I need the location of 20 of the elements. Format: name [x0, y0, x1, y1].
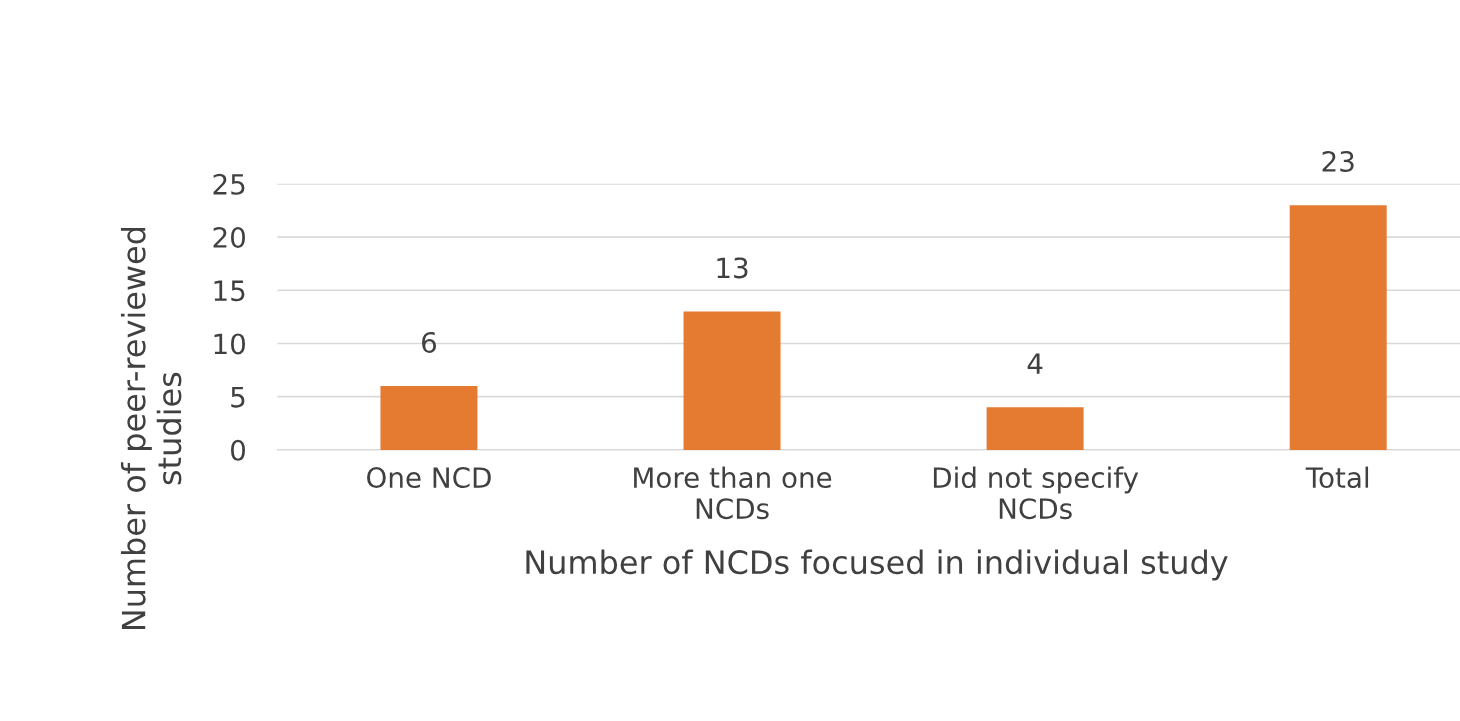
bar [1289, 205, 1387, 450]
x-tick-label: One NCD [367, 467, 491, 489]
bar [380, 386, 478, 450]
data-label: 4 [1027, 353, 1043, 374]
x-axis-title: Number of NCDs focused in individual study [526, 549, 1228, 581]
data-label: 6 [422, 331, 437, 353]
y-tick-label: 20 [213, 227, 245, 249]
y-tick-label: 10 [214, 333, 245, 355]
y-tick-label: 0 [231, 439, 245, 461]
y-tick-label: 15 [214, 280, 245, 302]
y-axis-title: Number of peer-reviewed studies [120, 227, 182, 630]
data-label: 23 [1322, 150, 1354, 172]
y-tick-label: 25 [213, 173, 245, 195]
y-tick-label: 5 [231, 387, 245, 408]
x-tick-label: More than one NCDs [634, 466, 832, 520]
data-label: 13 [717, 257, 748, 279]
bar [986, 407, 1084, 450]
bar [683, 311, 781, 450]
x-tick-label: Total [1305, 466, 1369, 489]
x-tick-label: Did not specify NCDs [933, 466, 1139, 520]
